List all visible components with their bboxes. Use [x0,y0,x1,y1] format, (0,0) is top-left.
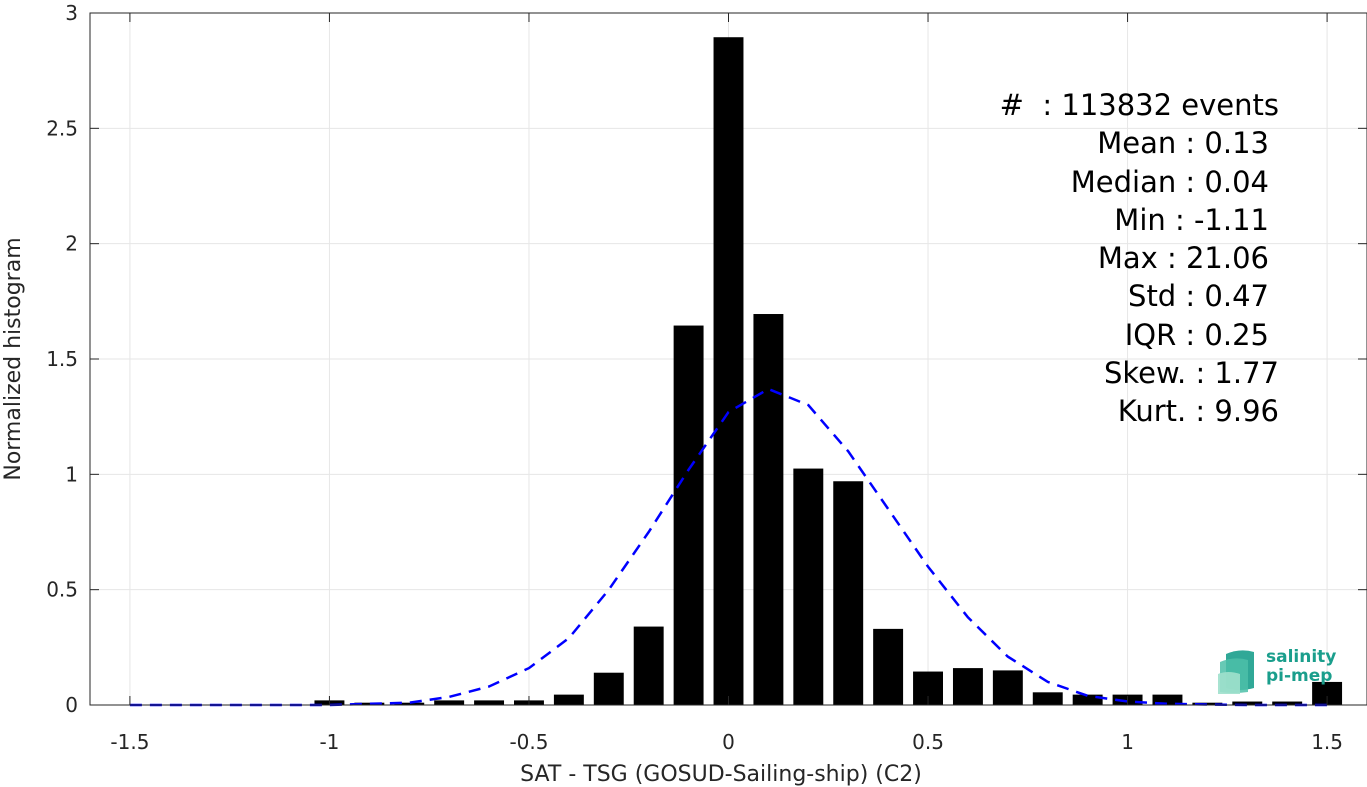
histogram-bar [793,468,824,705]
histogram-bar [1272,701,1303,705]
histogram-bar [434,700,465,705]
stat-min: Min : -1.11 [1114,202,1269,237]
x-tick-label: 0.5 [912,730,944,754]
salinity-pi-mep-logo: salinity pi-mep [1218,648,1348,694]
histogram-bar [992,670,1023,705]
y-tick-label: 1 [65,462,78,486]
y-tick-label: 3 [65,1,78,25]
histogram-bar [713,37,744,706]
histogram-bar [673,325,704,705]
stat-std: Std : 0.47 [1128,279,1269,314]
y-axis-label: Normalized histogram [1,237,26,480]
histogram-bar [593,672,624,705]
logo-line-1: salinity [1266,647,1337,667]
stat-events: # : 113832 events [999,88,1279,122]
histogram-bar [1312,681,1343,705]
x-tick-label: -0.5 [509,730,548,754]
x-axis-label: SAT - TSG (GOSUD-Sailing-ship) (C2) [520,762,922,787]
y-tick-label: 0.5 [46,578,78,602]
x-tick-label: 0 [722,730,735,754]
histogram-bar [553,694,584,705]
histogram-bar [873,628,904,705]
y-tick-label: 2 [65,232,78,256]
x-tick-label: 1 [1121,730,1134,754]
histogram-bar [474,700,505,705]
histogram-bar [833,481,864,705]
y-tick-label: 1.5 [46,347,78,371]
histogram-bar [952,668,983,705]
logo-line-2: pi-mep [1266,666,1333,686]
normal-fit-curve [129,387,1328,707]
y-tick-label: 2.5 [46,116,78,140]
histogram-bar [394,702,425,705]
stat-median: Median : 0.04 [1070,164,1269,199]
histogram-bar [753,314,784,705]
histogram-bar [1032,692,1063,705]
statistics-box: # : 113832 events Mean : 0.13 Median : 0… [1000,86,1279,431]
stat-mean: Mean : 0.13 [1097,126,1269,161]
y-tick-label: 0 [65,693,78,717]
x-tick-label: -1.5 [110,730,149,754]
histogram-bar [1152,694,1183,705]
stat-skew: Skew. : 1.77 [1103,356,1279,391]
stat-kurt: Kurt. : 9.96 [1117,394,1279,429]
histogram-bar [1072,694,1103,705]
histogram-bar [633,626,664,705]
stat-iqr: IQR : 0.25 [1124,317,1269,352]
stat-max: Max : 21.06 [1097,241,1269,276]
x-tick-label: 1.5 [1311,730,1343,754]
wave-logo-icon [1218,650,1254,694]
histogram-bar [354,702,385,705]
histogram-bar [1192,702,1223,705]
histogram-bars [314,37,1343,706]
histogram-bar [1232,701,1263,705]
x-tick-label: -1 [319,730,339,754]
axis-ticks: -1.5 -1 -0.5 0 0.5 1 1.5 0 0.5 1 1.5 2 2.5 3 [46,1,1367,754]
